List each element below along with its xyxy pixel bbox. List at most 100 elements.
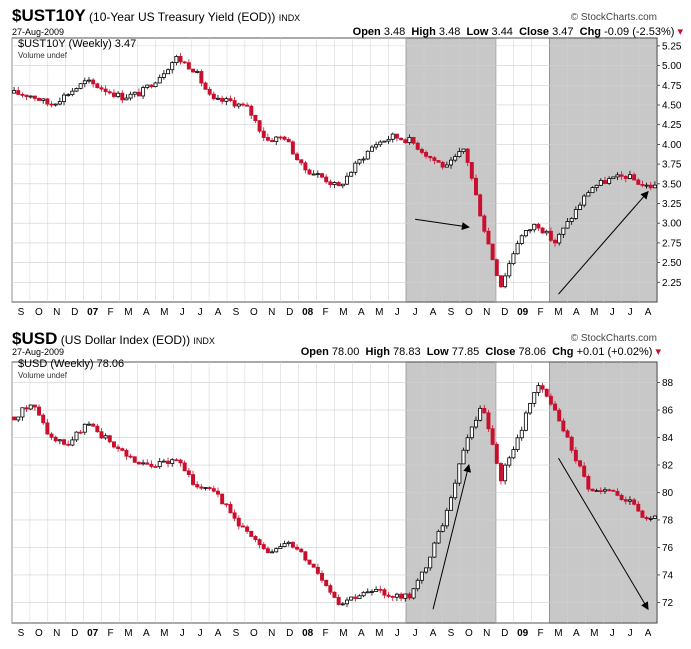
chg-value: +0.01 (+0.02%) xyxy=(576,346,653,358)
candle-body xyxy=(399,137,404,141)
x-tick-label: A xyxy=(358,628,365,639)
candle-body xyxy=(353,596,358,599)
candle-body xyxy=(561,420,566,432)
candle-body xyxy=(290,541,295,548)
close-value: 78.06 xyxy=(518,346,546,358)
high-value: 78.83 xyxy=(393,346,421,358)
candle-body xyxy=(432,157,437,161)
candle-body xyxy=(320,572,324,581)
y-tick-label: 4.00 xyxy=(662,140,682,151)
candle-body xyxy=(457,151,462,157)
candle-body xyxy=(515,437,520,451)
candle-body xyxy=(132,456,137,463)
candle-body xyxy=(523,230,528,237)
candle-body xyxy=(465,437,470,451)
x-tick-label: J xyxy=(180,628,185,639)
chart-date: 27-Aug-2009 xyxy=(12,27,65,37)
candle-body xyxy=(87,423,91,426)
candle-body xyxy=(474,177,478,196)
candle-body xyxy=(232,100,237,107)
x-tick-label: J xyxy=(198,628,203,639)
candle-body xyxy=(320,173,324,178)
candle-body xyxy=(149,84,154,88)
candle-body xyxy=(428,556,433,569)
chart-title: $UST10Y (10-Year US Treasury Yield (EOD)… xyxy=(12,6,300,26)
candle-body xyxy=(490,243,495,261)
open-label: Open xyxy=(300,346,329,358)
candle-body xyxy=(332,591,337,598)
x-tick-label: 07 xyxy=(87,307,99,318)
candle-body xyxy=(265,137,270,141)
legend-series: $UST10Y (Weekly) 3.47 xyxy=(18,38,137,50)
x-tick-label: A xyxy=(430,628,437,639)
y-tick-label: 3.75 xyxy=(662,160,682,171)
candle-body xyxy=(74,88,79,92)
low-value: 77.85 xyxy=(451,346,480,358)
candle-body xyxy=(573,209,578,219)
candle-body xyxy=(449,159,453,166)
candle-body xyxy=(157,77,162,84)
y-tick-label: 4.25 xyxy=(662,120,682,131)
candle-body xyxy=(116,446,121,450)
y-tick-label: 72 xyxy=(662,598,674,609)
candle-body xyxy=(249,530,254,537)
candle-body xyxy=(41,414,46,424)
ust10y-chart-panel: $UST10Y (10-Year US Treasury Yield (EOD)… xyxy=(11,6,683,318)
candle-body xyxy=(24,94,29,97)
candle-body xyxy=(315,566,320,574)
x-tick-label: N xyxy=(53,628,60,639)
candle-body xyxy=(603,180,607,184)
x-tick-label: F xyxy=(107,628,113,639)
candle-body xyxy=(436,160,441,163)
candle-body xyxy=(91,79,96,85)
x-tick-label: S xyxy=(448,628,455,639)
x-tick-label: M xyxy=(124,628,132,639)
candle-body xyxy=(394,133,399,139)
x-tick-label: M xyxy=(554,307,562,318)
candle-body xyxy=(324,176,329,183)
candle-body xyxy=(261,130,266,138)
candle-body xyxy=(307,169,312,175)
y-tick-label: 84 xyxy=(662,433,674,444)
candle-body xyxy=(457,463,462,484)
candle-body xyxy=(349,596,354,601)
candle-body xyxy=(532,223,537,231)
candle-body xyxy=(461,148,466,153)
candle-body xyxy=(328,585,333,593)
candle-body xyxy=(623,175,628,179)
x-tick-label: F xyxy=(107,307,113,318)
candle-body xyxy=(236,517,241,527)
candle-body xyxy=(282,543,287,548)
candle-body xyxy=(486,230,491,245)
candle-body xyxy=(128,455,133,458)
candle-body xyxy=(303,162,308,171)
x-tick-label: M xyxy=(160,307,168,318)
candle-body xyxy=(461,449,466,465)
x-tick-label: M xyxy=(554,628,562,639)
candle-body xyxy=(532,392,537,404)
y-tick-label: 3.50 xyxy=(662,179,682,190)
candle-body xyxy=(440,525,445,532)
candle-body xyxy=(652,515,657,519)
candle-body xyxy=(145,462,150,465)
candle-body xyxy=(436,530,441,544)
chart-date: 27-Aug-2009 xyxy=(12,347,65,357)
candle-body xyxy=(211,93,216,100)
candle-body xyxy=(407,136,412,143)
x-tick-label: M xyxy=(124,307,132,318)
open-value: 78.00 xyxy=(331,346,360,358)
candle-body xyxy=(548,395,553,405)
chg-label: Chg xyxy=(579,26,602,38)
x-tick-label: S xyxy=(233,628,240,639)
candle-body xyxy=(216,490,220,495)
y-tick-label: 82 xyxy=(662,461,674,472)
x-tick-label: D xyxy=(501,307,508,318)
candle-body xyxy=(45,98,50,105)
x-tick-label: M xyxy=(160,628,168,639)
candle-body xyxy=(345,599,349,605)
legend-series: $USD (Weekly) 78.06 xyxy=(18,358,125,370)
x-tick-label: S xyxy=(233,307,240,318)
x-tick-label: A xyxy=(143,628,150,639)
candle-body xyxy=(582,195,587,206)
candle-body xyxy=(557,409,562,422)
